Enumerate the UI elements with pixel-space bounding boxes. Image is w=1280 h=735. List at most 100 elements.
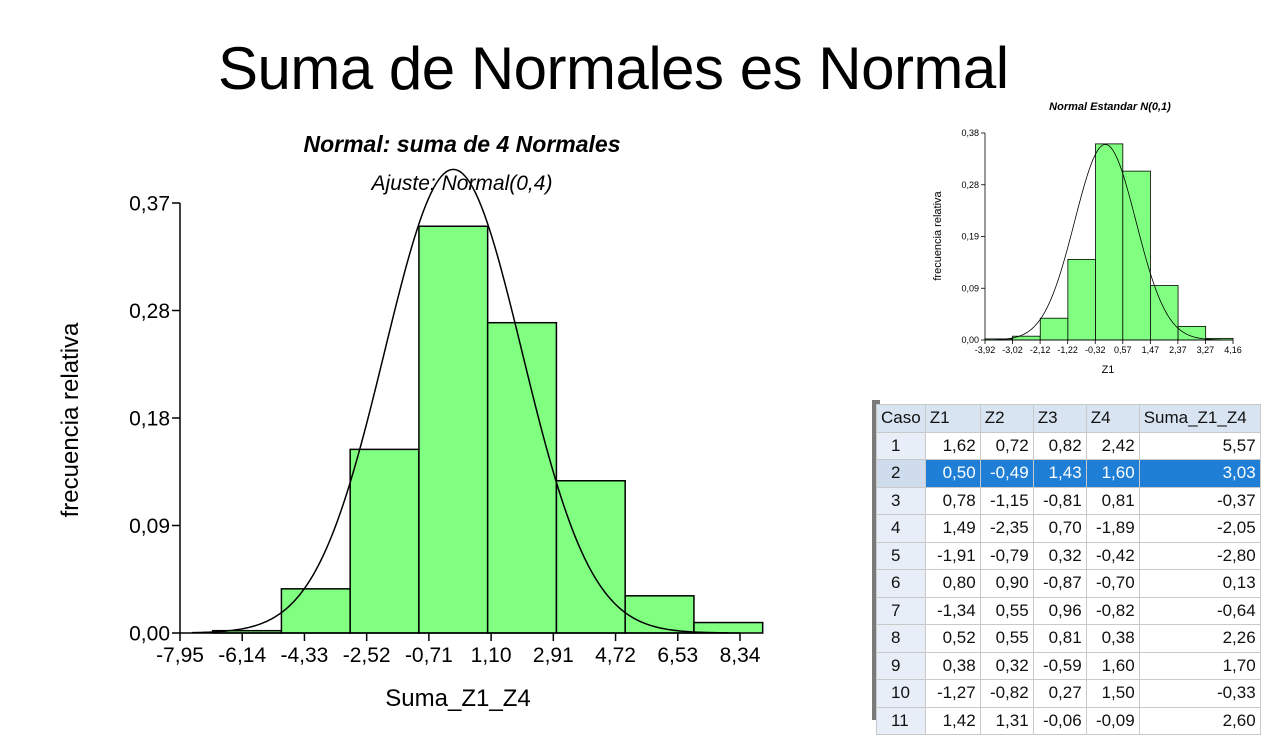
table-cell[interactable]: 1,70	[1138, 651, 1261, 680]
table-cell[interactable]: 0,82	[1032, 431, 1087, 460]
table-cell[interactable]: 2,42	[1085, 431, 1140, 460]
table-cell[interactable]: 1,50	[1085, 679, 1140, 708]
table-cell[interactable]: 0,80	[924, 569, 981, 598]
table-cell[interactable]: 3,03	[1138, 459, 1261, 488]
table-cell[interactable]: 0,32	[1032, 541, 1087, 570]
table-cell[interactable]: 1,49	[924, 514, 981, 543]
y-tick-label: 0,28	[129, 300, 170, 323]
x-tick-label: 3,27	[1197, 345, 1215, 355]
case-number-cell[interactable]: 2	[876, 459, 926, 488]
table-cell[interactable]: 0,32	[979, 651, 1034, 680]
table-cell[interactable]: -0,42	[1085, 541, 1140, 570]
x-tick-label: 2,37	[1169, 345, 1187, 355]
table-cell[interactable]: -0,37	[1138, 486, 1261, 515]
table-cell[interactable]: -0,70	[1085, 569, 1140, 598]
case-number-cell[interactable]: 7	[876, 596, 926, 625]
small-plot-area: -3,92 -3,02 -2,12 -1,22 -0,32 0,57 1,47 2,37 3,2…	[961, 128, 1241, 355]
table-cell[interactable]: -1,15	[979, 486, 1034, 515]
table-row[interactable]: 9 0,38 0,32 -0,59 1,60 1,70	[876, 651, 1261, 680]
table-row[interactable]: 1 1,62 0,72 0,82 2,42 5,57	[876, 431, 1261, 460]
case-number-cell[interactable]: 11	[876, 706, 926, 735]
table-cell[interactable]: 0,55	[979, 596, 1034, 625]
small-chart-xlabel: Z1	[1102, 364, 1115, 376]
table-cell[interactable]: 5,57	[1138, 431, 1261, 460]
table-cell[interactable]: -0,82	[1085, 596, 1140, 625]
table-cell[interactable]: 0,90	[979, 569, 1034, 598]
table-cell[interactable]: -0,06	[1032, 706, 1087, 735]
table-row[interactable]: 5 -1,91 -0,79 0,32 -0,42 -2,80	[876, 541, 1261, 570]
table-cell[interactable]: 0,72	[979, 431, 1034, 460]
x-tick-label: 1,47	[1142, 345, 1160, 355]
table-body: 1 1,62 0,72 0,82 2,42 5,57 2 0,50 -0,49 1,43 1,60 3…	[876, 431, 1261, 735]
case-number-cell[interactable]: 5	[876, 541, 926, 570]
x-tick-label: -7,95	[156, 644, 204, 667]
table-cell[interactable]: 0,27	[1032, 679, 1087, 708]
table-row[interactable]: 11 1,42 1,31 -0,06 -0,09 2,60	[876, 706, 1261, 735]
histogram-bar	[1177, 325, 1207, 341]
column-header-z4[interactable]: Z4	[1085, 404, 1140, 433]
column-header-suma[interactable]: Suma_Z1_Z4	[1138, 404, 1261, 433]
table-cell[interactable]: -0,82	[979, 679, 1034, 708]
table-cell[interactable]: -2,80	[1138, 541, 1261, 570]
column-header-z1[interactable]: Z1	[924, 404, 981, 433]
table-cell[interactable]: 0,55	[979, 624, 1034, 653]
table-cell[interactable]: -1,27	[924, 679, 981, 708]
table-row[interactable]: 8 0,52 0,55 0,81 0,38 2,26	[876, 624, 1261, 653]
table-cell[interactable]: 1,31	[979, 706, 1034, 735]
table-row[interactable]: 4 1,49 -2,35 0,70 -1,89 -2,05	[876, 514, 1261, 543]
table-cell[interactable]: -1,91	[924, 541, 981, 570]
table-cell[interactable]: 0,70	[1032, 514, 1087, 543]
table-cell[interactable]: -0,87	[1032, 569, 1087, 598]
table-cell[interactable]: 2,60	[1138, 706, 1261, 735]
case-number-cell[interactable]: 3	[876, 486, 926, 515]
table-cell[interactable]: 0,13	[1138, 569, 1261, 598]
table-row[interactable]: 7 -1,34 0,55 0,96 -0,82 -0,64	[876, 596, 1261, 625]
table-cell[interactable]: 1,60	[1085, 651, 1140, 680]
column-header-z3[interactable]: Z3	[1032, 404, 1087, 433]
table-cell[interactable]: -0,64	[1138, 596, 1261, 625]
table-cell[interactable]: 2,26	[1138, 624, 1261, 653]
x-tick-label: 0,57	[1114, 345, 1132, 355]
table-header-row: Caso Z1 Z2 Z3 Z4 Suma_Z1_Z4	[876, 404, 1261, 433]
table-cell[interactable]: 0,52	[924, 624, 981, 653]
case-number-cell[interactable]: 6	[876, 569, 926, 598]
table-cell[interactable]: -0,79	[979, 541, 1034, 570]
table-cell[interactable]: 0,38	[1085, 624, 1140, 653]
table-cell[interactable]: -1,34	[924, 596, 981, 625]
table-cell[interactable]: 0,96	[1032, 596, 1087, 625]
table-row[interactable]: 2 0,50 -0,49 1,43 1,60 3,03	[876, 459, 1261, 488]
table-cell[interactable]: -0,09	[1085, 706, 1140, 735]
table-cell[interactable]: 1,62	[924, 431, 981, 460]
y-tick-label: 0,00	[961, 335, 979, 345]
case-number-cell[interactable]: 8	[876, 624, 926, 653]
table-cell[interactable]: -0,49	[979, 459, 1034, 488]
case-number-cell[interactable]: 4	[876, 514, 926, 543]
table-row[interactable]: 3 0,78 -1,15 -0,81 0,81 -0,37	[876, 486, 1261, 515]
table-cell[interactable]: 0,81	[1085, 486, 1140, 515]
table-cell[interactable]: 1,43	[1032, 459, 1087, 488]
fit-curve	[995, 144, 1223, 341]
table-cell[interactable]: -0,81	[1032, 486, 1087, 515]
table-cell[interactable]: 0,38	[924, 651, 981, 680]
x-tick-label: -2,12	[1030, 345, 1051, 355]
table-cell[interactable]: 1,60	[1085, 459, 1140, 488]
column-header-caso[interactable]: Caso	[876, 404, 926, 433]
main-chart-xlabel: Suma_Z1_Z4	[385, 685, 530, 712]
case-number-cell[interactable]: 10	[876, 679, 926, 708]
fit-curve	[192, 168, 728, 634]
x-tick-label: 1,10	[471, 644, 512, 667]
table-cell[interactable]: -1,89	[1085, 514, 1140, 543]
column-header-z2[interactable]: Z2	[979, 404, 1034, 433]
table-cell[interactable]: -2,35	[979, 514, 1034, 543]
case-number-cell[interactable]: 1	[876, 431, 926, 460]
table-cell[interactable]: -2,05	[1138, 514, 1261, 543]
table-cell[interactable]: -0,33	[1138, 679, 1261, 708]
table-row[interactable]: 10 -1,27 -0,82 0,27 1,50 -0,33	[876, 679, 1261, 708]
table-cell[interactable]: 0,78	[924, 486, 981, 515]
table-cell[interactable]: 0,50	[924, 459, 981, 488]
table-cell[interactable]: 0,81	[1032, 624, 1087, 653]
table-cell[interactable]: 1,42	[924, 706, 981, 735]
case-number-cell[interactable]: 9	[876, 651, 926, 680]
table-row[interactable]: 6 0,80 0,90 -0,87 -0,70 0,13	[876, 569, 1261, 598]
table-cell[interactable]: -0,59	[1032, 651, 1087, 680]
